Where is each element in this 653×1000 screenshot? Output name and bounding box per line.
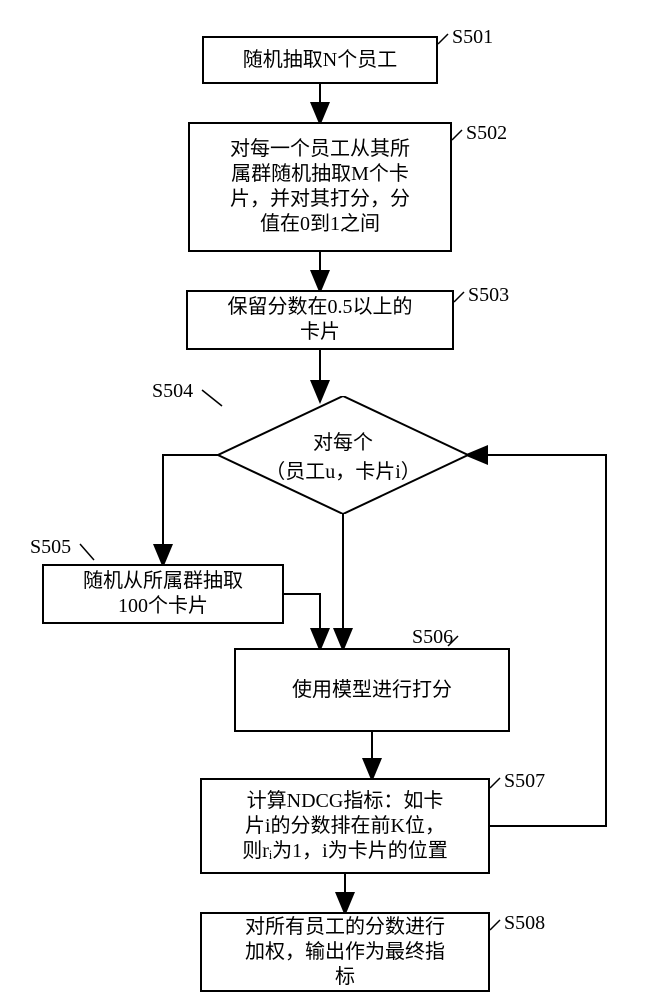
- label-s505: S505: [30, 536, 71, 559]
- node-s506: 使用模型进行打分: [234, 648, 510, 732]
- node-s504-text: 对每个 （员工u，卡片i）: [265, 426, 421, 484]
- label-s504: S504: [152, 380, 193, 403]
- node-s504-decision: 对每个 （员工u，卡片i）: [218, 396, 468, 514]
- node-s508-text: 对所有员工的分数进行 加权，输出作为最终指 标: [245, 915, 445, 990]
- node-s508: 对所有员工的分数进行 加权，输出作为最终指 标: [200, 912, 490, 992]
- node-s503-text: 保留分数在0.5以上的 卡片: [228, 295, 413, 345]
- node-s501-text: 随机抽取N个员工: [243, 48, 397, 73]
- node-s506-text: 使用模型进行打分: [292, 678, 452, 703]
- label-s508: S508: [504, 912, 545, 935]
- node-s503: 保留分数在0.5以上的 卡片: [186, 290, 454, 350]
- label-s507: S507: [504, 770, 545, 793]
- node-s507: 计算NDCG指标：如卡 片i的分数排在前K位， 则rᵢ为1，i为卡片的位置: [200, 778, 490, 874]
- node-s505-text: 随机从所属群抽取 100个卡片: [83, 569, 243, 619]
- flowchart-canvas: 随机抽取N个员工 对每一个员工从其所 属群随机抽取M个卡 片，并对其打分，分 值…: [0, 0, 653, 1000]
- label-s506: S506: [412, 626, 453, 649]
- label-s502: S502: [466, 122, 507, 145]
- node-s502-text: 对每一个员工从其所 属群随机抽取M个卡 片，并对其打分，分 值在0到1之间: [230, 137, 410, 237]
- node-s502: 对每一个员工从其所 属群随机抽取M个卡 片，并对其打分，分 值在0到1之间: [188, 122, 452, 252]
- label-s503: S503: [468, 284, 509, 307]
- node-s507-text: 计算NDCG指标：如卡 片i的分数排在前K位， 则rᵢ为1，i为卡片的位置: [242, 789, 448, 864]
- node-s505: 随机从所属群抽取 100个卡片: [42, 564, 284, 624]
- node-s501: 随机抽取N个员工: [202, 36, 438, 84]
- label-s501: S501: [452, 26, 493, 49]
